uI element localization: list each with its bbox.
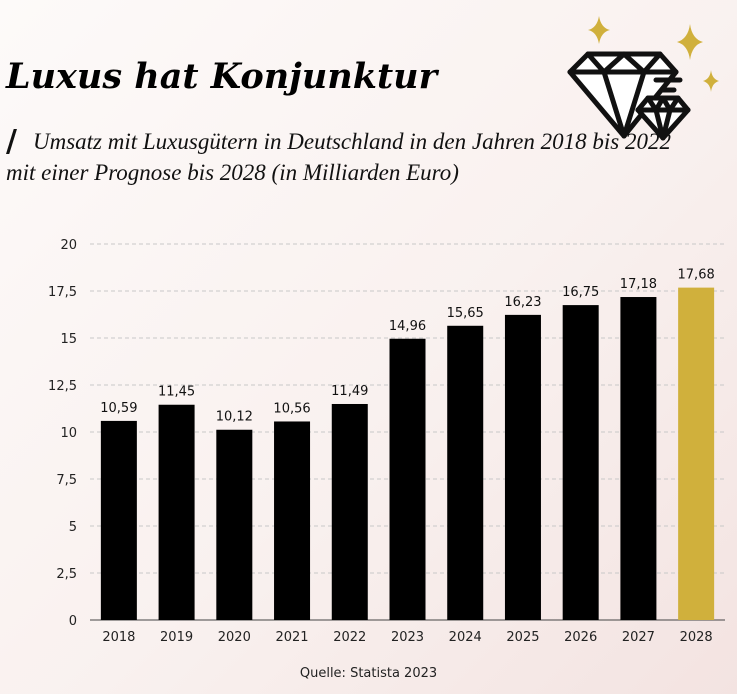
y-tick-label: 0 (69, 614, 77, 629)
chart-subtitle: / Umsatz mit Luxusgütern in Deutschland i… (6, 126, 686, 188)
bar (620, 297, 657, 620)
x-tick-label: 2026 (564, 630, 597, 645)
y-tick-label: 12,5 (48, 379, 77, 394)
bar-value-label: 16,23 (504, 295, 541, 310)
bar (389, 338, 426, 620)
x-tick-label: 2024 (449, 630, 482, 645)
bar (100, 420, 137, 620)
bar-value-label: 14,96 (389, 319, 426, 334)
y-tick-label: 5 (69, 520, 77, 535)
slash-mark: / (6, 124, 17, 159)
y-tick-label: 2,5 (56, 567, 77, 582)
x-tick-label: 2028 (680, 630, 713, 645)
bar-value-label: 10,56 (273, 401, 310, 416)
x-tick-label: 2022 (333, 630, 366, 645)
bar-value-label: 10,59 (100, 401, 137, 416)
bar (447, 325, 484, 620)
y-tick-label: 15 (60, 332, 77, 347)
bar-value-label: 15,65 (447, 306, 484, 321)
bar-value-label: 17,18 (620, 277, 657, 292)
bar-value-label: 17,68 (678, 268, 715, 283)
bar (158, 404, 195, 620)
diamonds-icon (567, 16, 719, 141)
y-tick-label: 10 (60, 426, 77, 441)
y-tick-label: 7,5 (56, 473, 77, 488)
x-tick-label: 2018 (102, 630, 135, 645)
bar (678, 287, 715, 620)
source-note: Quelle: Statista 2023 (299, 666, 438, 681)
bar-value-label: 11,49 (331, 384, 368, 399)
bar (504, 314, 541, 620)
bar-value-label: 16,75 (562, 285, 599, 300)
x-tick-label: 2019 (160, 630, 193, 645)
chart-title: Luxus hat Konjunktur (6, 56, 438, 97)
bar (274, 421, 311, 620)
y-tick-label: 20 (60, 238, 77, 253)
bar (331, 403, 368, 620)
bar-value-label: 10,12 (216, 410, 253, 425)
x-tick-label: 2020 (218, 630, 251, 645)
bar (216, 429, 253, 620)
x-tick-label: 2027 (622, 630, 655, 645)
x-tick-label: 2023 (391, 630, 424, 645)
x-tick-label: 2021 (275, 630, 308, 645)
subtitle-text: Umsatz mit Luxusgütern in Deutschland in… (6, 129, 671, 185)
x-tick-label: 2025 (506, 630, 539, 645)
bar-value-label: 11,45 (158, 385, 195, 400)
bar (562, 305, 599, 620)
y-tick-label: 17,5 (48, 285, 77, 300)
